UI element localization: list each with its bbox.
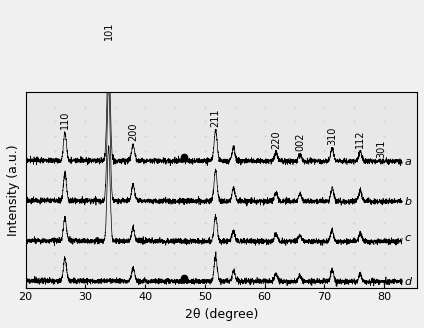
Text: 310: 310 [327, 127, 337, 145]
Text: 110: 110 [60, 111, 70, 129]
Text: a: a [404, 157, 411, 168]
Text: c: c [404, 233, 410, 243]
Y-axis label: Intensity (a.u.): Intensity (a.u.) [7, 144, 20, 236]
Text: d: d [404, 277, 412, 287]
Text: 002: 002 [295, 133, 305, 151]
Text: 301: 301 [377, 140, 387, 158]
Text: 101: 101 [103, 22, 114, 40]
Text: b: b [404, 197, 412, 207]
Text: 112: 112 [355, 130, 365, 148]
Text: 211: 211 [211, 108, 220, 127]
Text: 200: 200 [128, 123, 138, 141]
X-axis label: 2θ (degree): 2θ (degree) [184, 308, 258, 321]
Text: 220: 220 [271, 131, 281, 150]
